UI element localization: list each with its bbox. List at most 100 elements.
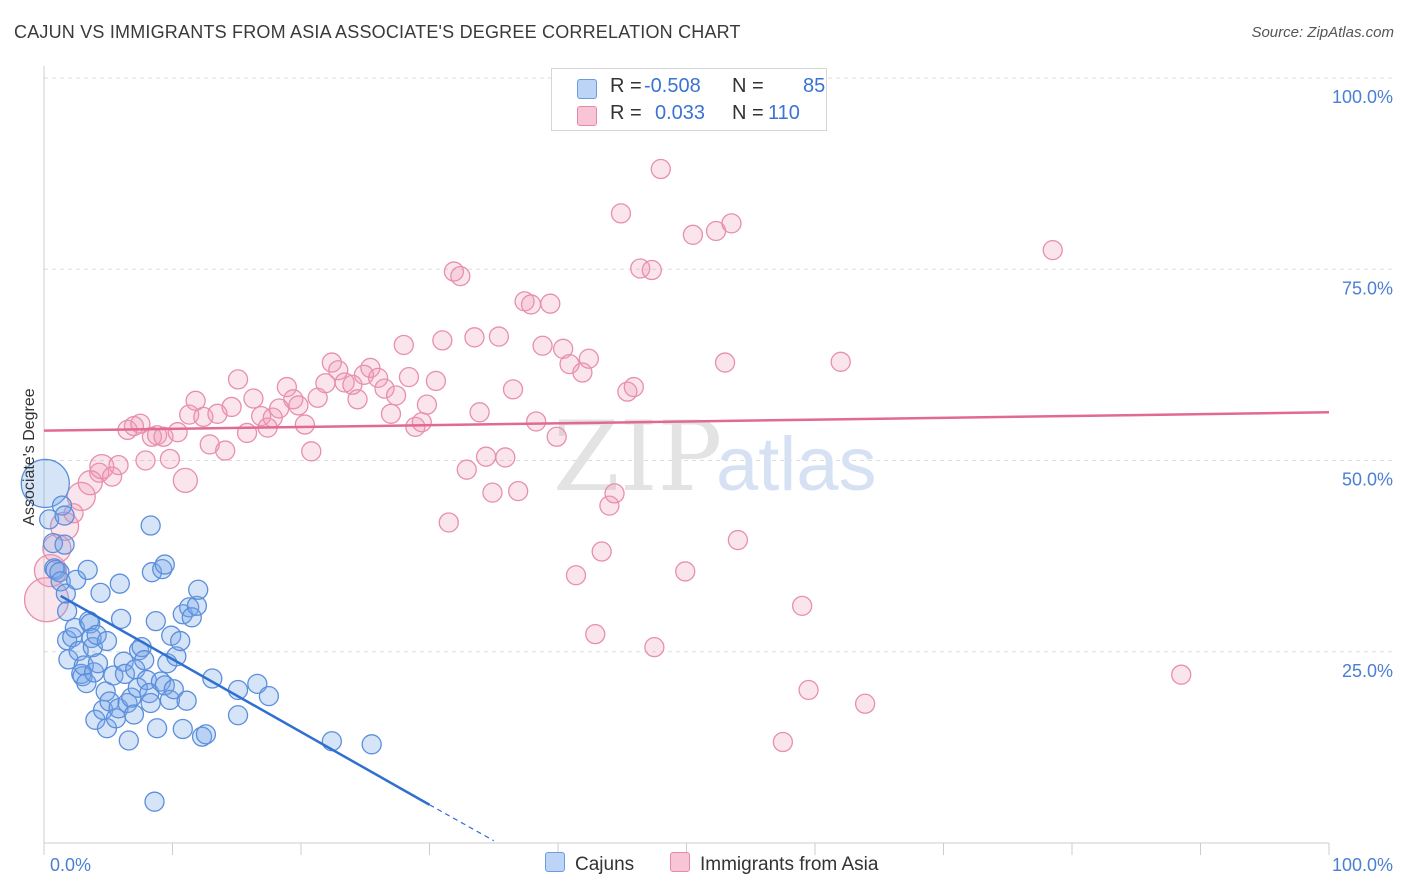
bottom-legend-asia: Immigrants from Asia [670, 852, 878, 876]
data-point [110, 608, 132, 630]
watermark-zip: ZIP [553, 401, 722, 513]
data-point [540, 293, 561, 314]
legend-n-value: 110 [768, 102, 800, 124]
y-axis-label: Associate's Degree [21, 388, 38, 525]
data-point [721, 213, 742, 234]
data-point [108, 454, 129, 476]
data-point [502, 379, 524, 400]
data-point [591, 541, 612, 562]
data-point [86, 624, 107, 646]
source-label: Source: ZipAtlas.com [1251, 24, 1394, 41]
data-point [301, 441, 322, 462]
data-point [385, 385, 407, 406]
data-point [334, 372, 355, 393]
data-point [140, 515, 161, 536]
bottom-swatch-cajuns [545, 852, 565, 872]
data-point [118, 730, 139, 751]
data-point [50, 571, 71, 592]
data-point [154, 554, 175, 575]
data-point [438, 512, 459, 533]
data-point [495, 447, 516, 468]
data-point [236, 422, 258, 444]
data-point [432, 330, 453, 351]
data-point [221, 396, 242, 418]
data-point [199, 434, 220, 455]
data-point [66, 481, 96, 512]
data-point [243, 388, 264, 409]
data-point [1171, 664, 1192, 685]
series-immigrants-from-asia [23, 158, 1192, 753]
data-point [393, 334, 414, 356]
data-point [482, 482, 503, 503]
data-point [532, 335, 553, 356]
data-point [65, 569, 87, 590]
data-point [38, 509, 60, 530]
data-point [565, 565, 587, 586]
data-point [145, 611, 166, 632]
data-point [321, 731, 342, 752]
data-point [585, 624, 606, 645]
data-point [167, 422, 188, 443]
data-point [163, 679, 184, 700]
legend-r-label: R = [610, 75, 642, 97]
data-point [772, 731, 794, 753]
data-point [227, 369, 249, 390]
legend-r-value: -0.508 [644, 75, 701, 97]
data-point [146, 718, 168, 739]
data-point [77, 559, 98, 581]
data-point [367, 367, 389, 389]
x-tick-min: 0.0% [50, 855, 91, 875]
data-point [464, 327, 485, 348]
data-point [578, 348, 599, 369]
data-point [55, 583, 76, 604]
data-point [172, 718, 193, 740]
data-point [258, 685, 280, 707]
data-point [54, 534, 75, 555]
watermark: ZIP atlas [553, 401, 877, 513]
bottom-label-cajuns: Cajuns [575, 854, 635, 875]
data-point [552, 338, 574, 359]
data-point [114, 663, 136, 685]
legend-n-label: N = [732, 75, 764, 97]
y-tick-labels: 25.0% 50.0% 75.0% 100.0% [1332, 87, 1393, 681]
data-point [87, 653, 109, 674]
data-point [682, 224, 704, 245]
data-point [188, 579, 209, 600]
data-point [508, 480, 529, 502]
data-point [830, 351, 851, 372]
data-point [425, 370, 447, 392]
axes [43, 66, 1330, 855]
data-point [181, 607, 202, 628]
correlation-legend: R = -0.508 N = 85 R = 0.033 N = 110 [551, 68, 827, 131]
data-point [288, 395, 309, 416]
data-point [456, 459, 477, 480]
data-point [54, 505, 75, 526]
data-point [159, 448, 181, 470]
legend-r-label: R = [610, 102, 642, 124]
data-point [150, 671, 172, 692]
legend-n-value: 85 [803, 75, 826, 97]
data-point [269, 398, 290, 419]
trend-line-cajuns-extension [429, 804, 495, 842]
data-point [854, 693, 876, 714]
data-point [96, 630, 118, 652]
data-point [714, 352, 736, 373]
data-point [361, 734, 382, 755]
data-point [159, 689, 181, 711]
y-tick-label: 100.0% [1332, 87, 1393, 107]
data-point [215, 440, 236, 461]
data-point [227, 705, 249, 726]
trend-line-asia [43, 411, 1330, 432]
data-point [610, 203, 632, 224]
data-point [276, 376, 298, 398]
data-point [195, 724, 217, 745]
data-point [374, 378, 395, 399]
data-point [488, 326, 510, 347]
data-point [650, 158, 671, 180]
legend-swatch-cajuns [577, 79, 597, 99]
data-point [380, 403, 402, 424]
data-point [798, 679, 819, 701]
data-point [144, 791, 165, 812]
data-point [172, 467, 199, 494]
